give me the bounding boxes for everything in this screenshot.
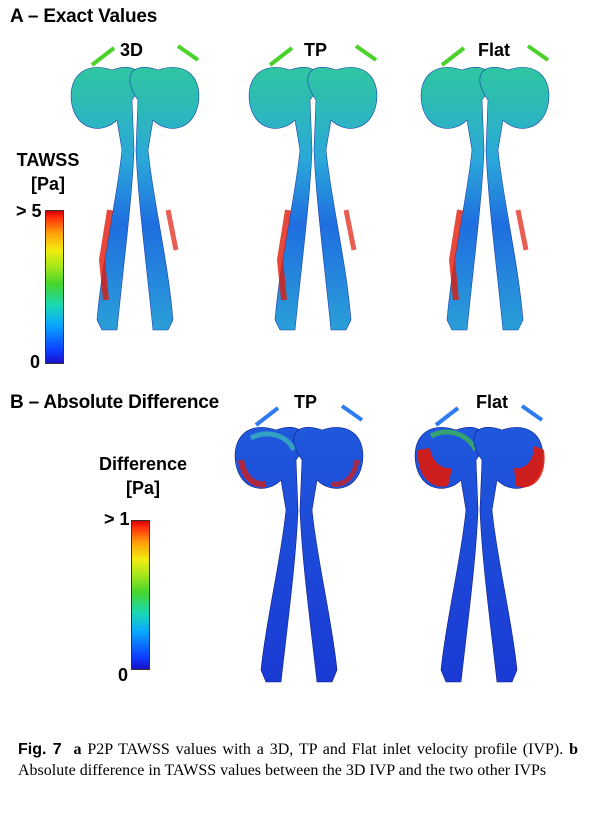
caption-b-text: Absolute difference in TAWSS values betw… (18, 762, 546, 779)
difference-flat-left (415, 408, 484, 682)
aorta-flat-right (480, 46, 549, 330)
aorta-renderings (0, 0, 595, 730)
aorta-3d-right (130, 46, 199, 330)
caption-a-text: P2P TAWSS values with a 3D, TP and Flat … (81, 741, 569, 758)
aorta-3d-left (71, 48, 140, 330)
difference-tp-left (235, 408, 304, 682)
aorta-tp-right (308, 46, 377, 330)
panel-b-models (235, 406, 545, 682)
panel-a-models (71, 46, 549, 330)
caption-b-label: b (569, 741, 578, 758)
figure-caption: Fig. 7 a P2P TAWSS values with a 3D, TP … (18, 739, 578, 781)
difference-tp-right (294, 406, 363, 682)
difference-flat-right (474, 406, 545, 682)
aorta-flat-left (421, 48, 490, 330)
aorta-tp-left (249, 48, 318, 330)
caption-fig-label: Fig. 7 (18, 741, 62, 758)
